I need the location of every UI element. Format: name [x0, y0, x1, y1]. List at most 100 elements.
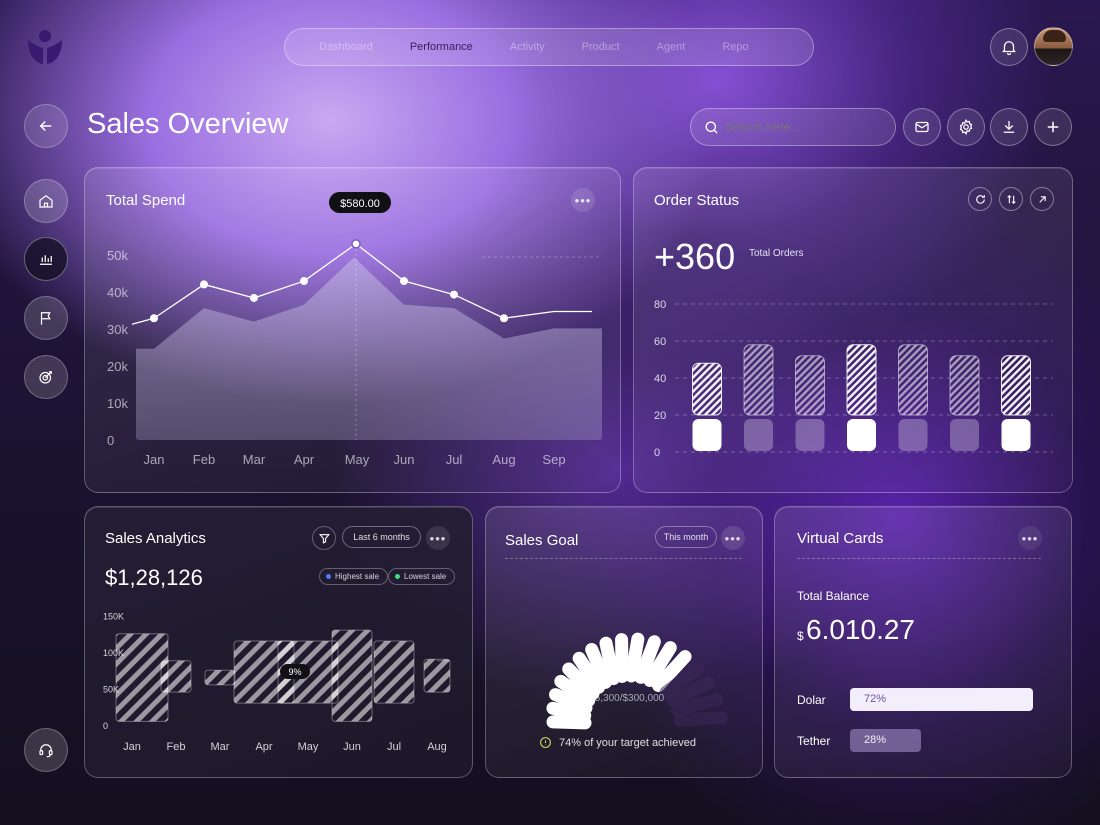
analytics-badge: 9% — [280, 664, 310, 679]
gauge-segment-empty — [670, 693, 724, 717]
gauge-segment-filled — [599, 636, 620, 686]
x-tick-label: Feb — [193, 452, 215, 467]
tab-performance[interactable]: Performance — [409, 41, 473, 53]
x-tick-label: Jan — [144, 452, 165, 467]
avatar[interactable] — [1034, 27, 1073, 66]
tab-product[interactable]: Product — [581, 41, 620, 53]
order-bar-base — [692, 419, 722, 451]
virtual-cards-more-button[interactable]: ••• — [1018, 526, 1042, 550]
gauge-segment-filled — [562, 662, 600, 701]
order-y-tick: 20 — [654, 410, 666, 422]
page-title: Sales Overview — [87, 108, 289, 140]
order-bar-base — [898, 419, 928, 451]
analytics-x-tick: Mar — [211, 741, 230, 753]
sidebar-item-goals[interactable] — [24, 296, 68, 340]
sales-analytics-more-button[interactable]: ••• — [426, 526, 450, 550]
tab-dashboard[interactable]: Dashboard — [319, 41, 373, 53]
total-spend-chart: 0 10k 20k 30k 40k 50k $580.00 Jan Feb Mar Apr May Ju… — [107, 192, 602, 467]
y-tick-label: 10k — [107, 396, 128, 411]
download-button[interactable] — [990, 108, 1028, 146]
mail-button[interactable] — [903, 108, 941, 146]
gauge-segment-filled — [634, 635, 661, 684]
badge-bg — [280, 664, 310, 679]
tooltip-bg — [329, 192, 391, 213]
analytics-y-tick: 150K — [103, 612, 124, 622]
tab-agent[interactable]: Agent — [656, 41, 686, 53]
virtual-cards-card — [774, 506, 1072, 778]
spend-point — [300, 277, 308, 286]
total-spend-more-button[interactable]: ••• — [571, 188, 595, 212]
tooltip-label: $580.00 — [340, 198, 380, 210]
expand-button[interactable] — [1030, 187, 1054, 211]
mail-icon — [915, 121, 929, 133]
y-tick-label: 40k — [107, 285, 128, 300]
sales-analytics-chart: 0 50K 100K 150K 9% Jan Feb Mar Apr May Jun Jul Aug — [103, 612, 451, 753]
virtual-cards-divider — [797, 558, 1041, 559]
filter-icon — [318, 533, 330, 544]
order-bar-base — [950, 419, 979, 451]
currency-progress-bar: 28% — [850, 729, 921, 752]
analytics-bar — [423, 658, 451, 693]
analytics-bar — [115, 633, 169, 722]
filter-button[interactable] — [312, 526, 336, 550]
search-box[interactable] — [690, 108, 896, 146]
tab-activity[interactable]: Activity — [509, 41, 545, 53]
order-bar — [846, 344, 877, 416]
order-status-title: Order Status — [654, 192, 740, 209]
headset-icon — [39, 744, 53, 758]
goal-period-selector[interactable]: This month — [655, 526, 717, 548]
legend-highest-sale: Highest sale — [319, 568, 389, 585]
analytics-x-tick: Jun — [343, 741, 361, 753]
spend-point — [500, 314, 508, 323]
order-bar-base — [847, 419, 876, 451]
gauge-segment-filled — [643, 641, 677, 687]
settings-button[interactable] — [947, 108, 985, 146]
search-icon — [705, 121, 718, 134]
x-tick-label: Mar — [243, 452, 266, 467]
legend-lowest-sale: Lowest sale — [388, 568, 456, 585]
gauge-segment-filled — [549, 688, 593, 715]
spend-point — [200, 280, 208, 289]
gauge-segment-filled — [624, 632, 645, 683]
sidebar-item-home[interactable] — [24, 179, 68, 223]
add-button[interactable] — [1034, 108, 1072, 146]
sales-goal-more-button[interactable]: ••• — [721, 526, 745, 550]
sidebar-item-analytics[interactable] — [24, 237, 68, 281]
order-status-chart: 0 20 40 60 80 — [654, 299, 1053, 459]
sales-goal-gauge — [546, 632, 729, 730]
refresh-button[interactable] — [968, 187, 992, 211]
order-bar — [949, 355, 980, 416]
back-button[interactable] — [24, 104, 68, 148]
gauge-segment-filled — [554, 674, 596, 707]
sidebar-item-targets[interactable] — [24, 355, 68, 399]
order-y-tick: 80 — [654, 299, 666, 311]
analytics-x-tick: May — [298, 741, 319, 753]
total-balance-label: Total Balance — [797, 589, 870, 603]
goal-divider — [505, 558, 742, 559]
x-tick-label: Aug — [492, 452, 515, 467]
bell-icon — [1002, 41, 1016, 56]
logo-icon — [26, 28, 64, 66]
analytics-y-tick: 0 — [103, 721, 108, 731]
currency-progress-bar: 72% — [850, 688, 1033, 711]
analytics-x-tick: Aug — [427, 741, 447, 753]
legend-lowest-label: Lowest sale — [404, 572, 447, 581]
goal-percent: 74% — [601, 662, 646, 687]
gauge-segment-empty — [665, 676, 716, 707]
period-selector[interactable]: Last 6 months — [342, 526, 421, 548]
support-button[interactable] — [24, 728, 68, 772]
gauge-segment-filled — [572, 651, 606, 694]
spend-area — [136, 257, 602, 440]
x-tick-label: Apr — [294, 452, 315, 467]
refresh-icon — [975, 194, 985, 204]
y-tick-label: 0 — [107, 433, 114, 448]
notification-button[interactable] — [990, 28, 1028, 66]
sort-button[interactable] — [999, 187, 1023, 211]
order-bar-base — [744, 419, 773, 451]
x-tick-label: Jul — [446, 452, 463, 467]
search-input[interactable] — [725, 118, 885, 136]
badge-label: 9% — [288, 667, 301, 677]
analytics-x-tick: Apr — [255, 741, 272, 753]
tab-repo[interactable]: Repo — [722, 41, 749, 53]
x-tick-label: Jun — [394, 452, 415, 467]
